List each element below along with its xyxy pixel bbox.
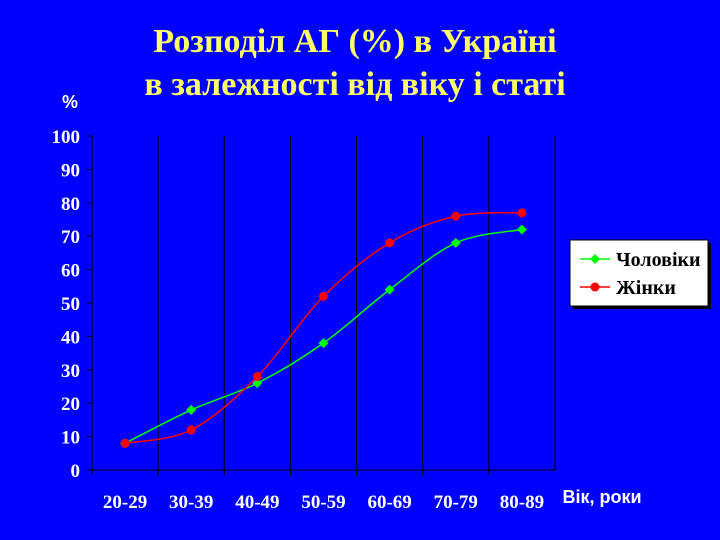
data-point-men [516, 224, 527, 235]
legend-marker-women [590, 282, 600, 292]
data-point-women [451, 211, 461, 221]
data-point-women [385, 238, 395, 248]
y-tick-label: 100 [52, 127, 81, 148]
series-line-men [124, 228, 523, 444]
x-tick-label: 60-69 [367, 492, 411, 513]
data-point-men [318, 338, 329, 349]
x-axis-label: Вік, роки [562, 487, 641, 507]
y-tick-label: 40 [61, 327, 80, 348]
y-tick-label: 20 [61, 394, 80, 415]
data-point-men [252, 378, 263, 389]
y-tick-label: 50 [61, 294, 80, 315]
y-axis-label: % [62, 92, 78, 112]
data-point-women [186, 425, 196, 435]
x-tick-label: 30-39 [169, 492, 213, 513]
data-point-women [319, 291, 328, 301]
data-point-men [384, 284, 395, 295]
x-tick-label: 80-89 [500, 492, 544, 513]
chart-title-line-1: Розподіл АГ (%) в Україні [153, 23, 556, 60]
series-men [120, 224, 527, 449]
data-point-women [517, 208, 527, 218]
legend-label-women: Жінки [616, 277, 676, 299]
y-tick-label: 60 [61, 261, 80, 282]
y-tick-label: 90 [61, 160, 80, 181]
legend-marker-men [590, 254, 600, 264]
x-tick-label: 20-29 [103, 492, 147, 513]
data-point-women [252, 371, 262, 381]
y-tick-label: 0 [71, 461, 81, 482]
chart-title-line-2: в залежності від віку і статі [144, 66, 565, 103]
y-tick-label: 70 [61, 227, 80, 248]
y-tick-label: 30 [61, 361, 80, 382]
legend: Чоловіки Жінки [569, 239, 711, 309]
x-tick-label: 70-79 [434, 492, 478, 513]
y-tick-label: 80 [61, 194, 80, 215]
x-tick-label: 40-49 [235, 492, 279, 513]
y-tick-label: 10 [61, 428, 80, 449]
data-point-men [450, 237, 461, 248]
series-women [120, 208, 527, 448]
legend-box [569, 239, 709, 307]
series-line-women [124, 212, 522, 445]
plot-area: 0 10 20 30 40 50 60 70 80 90 100 20-29 30-39 40-49 50-… [52, 127, 556, 513]
x-tick-label: 50-59 [301, 492, 345, 513]
data-point-men [186, 404, 197, 415]
legend-label-men: Чоловіки [616, 249, 701, 271]
data-point-women [120, 438, 130, 448]
